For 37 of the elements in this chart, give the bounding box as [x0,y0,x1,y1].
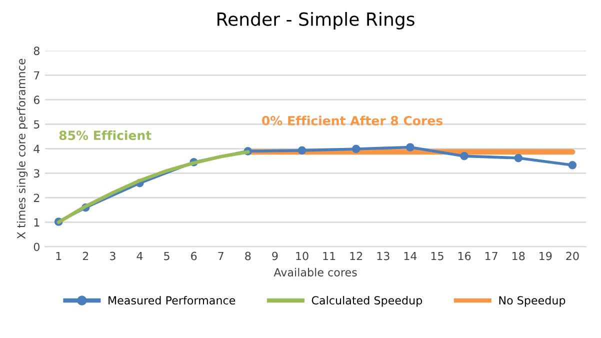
x-tick-label: 20 [566,252,579,260]
x-axis-title: Available cores [274,268,357,277]
y-axis-title: X times single core perforamnce [16,58,28,239]
y-tick-label: 5 [34,120,40,129]
x-tick-label: 12 [350,252,362,260]
legend-label: No Speedup [499,296,566,307]
y-tick-label: 6 [34,96,40,104]
x-tick-label: 18 [512,252,525,260]
legend-label: Measured Performance [108,296,236,305]
x-tick-label: 15 [431,252,444,260]
x-tick-label: 8 [245,252,251,260]
x-tick-label: 1 [56,252,62,260]
x-tick-label: 13 [377,252,390,260]
chart-title: Render - Simple Rings [218,12,414,30]
legend-label: Calculated Speedup [312,296,422,307]
x-tick-label: 17 [485,252,498,260]
y-tick-label: 8 [34,46,40,56]
x-tick-label: 19 [540,252,552,260]
x-tick-label: 3 [110,252,116,260]
y-tick-label: 7 [34,71,40,80]
annotation: 0% Efficient After 8 Cores [262,116,442,126]
annotation: 85% Efficient [59,130,152,140]
x-tick-label: 16 [458,252,471,260]
x-tick-label: 10 [296,252,308,260]
x-tick-label: 5 [164,252,170,260]
x-tick-label: 6 [191,252,197,260]
y-tick-label: 1 [34,218,40,226]
y-tick-label: 2 [34,194,40,202]
x-tick-label: 11 [323,252,336,260]
y-tick-label: 4 [34,144,40,153]
y-tick-label: 0 [34,242,40,252]
x-tick-label: 4 [136,252,143,260]
x-tick-label: 9 [272,252,278,260]
x-tick-label: 7 [218,252,224,260]
x-tick-label: 2 [82,252,88,260]
x-tick-label: 14 [404,252,417,260]
y-tick-label: 3 [34,169,40,178]
